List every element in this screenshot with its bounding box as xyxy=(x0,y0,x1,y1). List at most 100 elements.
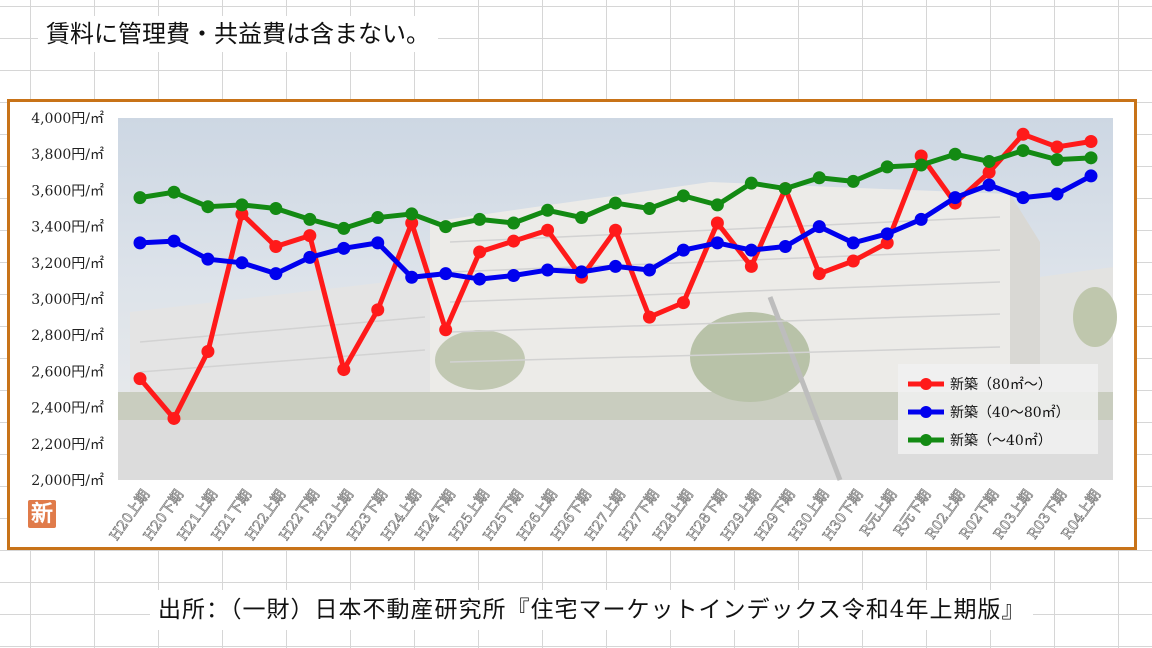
data-point xyxy=(507,268,521,282)
data-point xyxy=(337,363,351,377)
data-point xyxy=(439,267,453,281)
y-tick-label: 2,600円/㎡ xyxy=(31,364,104,380)
series-3 xyxy=(133,144,1098,235)
data-point xyxy=(948,191,962,205)
legend-marker xyxy=(920,434,932,446)
data-point xyxy=(948,147,962,161)
legend-label: 新築（～40㎡） xyxy=(950,433,1052,449)
source-citation: 出所：（一財）日本不動産研究所『住宅マーケットインデックス令和4年上期版』 xyxy=(150,590,1034,630)
data-point xyxy=(676,243,690,257)
data-point xyxy=(371,303,385,317)
data-point xyxy=(269,267,283,281)
data-point xyxy=(914,158,928,172)
data-point xyxy=(337,221,351,235)
data-point xyxy=(167,411,181,425)
data-point xyxy=(710,216,724,230)
data-point xyxy=(1084,169,1098,183)
data-point xyxy=(778,182,792,196)
y-tick-label: 3,600円/㎡ xyxy=(31,183,104,199)
data-point xyxy=(914,149,928,163)
legend-label: 新築（40～80㎡） xyxy=(950,405,1070,421)
data-point xyxy=(846,254,860,268)
data-point xyxy=(676,296,690,310)
y-tick-label: 2,200円/㎡ xyxy=(31,437,104,453)
data-point xyxy=(1050,153,1064,167)
legend-marker xyxy=(920,406,932,418)
data-point xyxy=(541,203,555,217)
data-point xyxy=(744,243,758,257)
data-point xyxy=(541,223,555,237)
data-point xyxy=(405,270,419,284)
data-point xyxy=(880,160,894,174)
data-point xyxy=(880,236,894,250)
x-axis: H20上期H20下期H21上期H21下期H22上期H22下期H23上期H23下期… xyxy=(107,487,1105,544)
data-point xyxy=(337,241,351,255)
data-point xyxy=(235,198,249,212)
data-point xyxy=(133,236,147,250)
data-point xyxy=(235,207,249,221)
data-point xyxy=(812,220,826,234)
data-point xyxy=(371,236,385,250)
data-point xyxy=(609,223,622,237)
data-point xyxy=(201,252,215,266)
data-point xyxy=(609,196,622,210)
legend: 新築（80㎡～） 新築（40～80㎡） 新築（～40㎡） xyxy=(898,364,1098,454)
data-point xyxy=(1050,187,1064,201)
data-point xyxy=(575,265,589,279)
data-point xyxy=(167,185,181,199)
rent-line-chart: 2,000円/㎡ 2,200円/㎡ 2,400円/㎡ 2,600円/㎡ 2,800円/㎡… xyxy=(31,111,1117,544)
data-point xyxy=(201,344,215,358)
data-point xyxy=(812,171,826,185)
data-point xyxy=(1016,191,1030,205)
data-point xyxy=(235,256,249,270)
data-point xyxy=(507,234,521,248)
data-point xyxy=(439,323,453,337)
y-axis: 2,000円/㎡ 2,200円/㎡ 2,400円/㎡ 2,600円/㎡ 2,800円/㎡… xyxy=(31,111,104,489)
y-tick-label: 3,400円/㎡ xyxy=(31,220,104,236)
data-point xyxy=(982,165,996,179)
data-point xyxy=(303,212,317,226)
legend-label: 新築（80㎡～） xyxy=(950,377,1052,393)
series-2 xyxy=(133,169,1098,286)
y-tick-label: 2,400円/㎡ xyxy=(31,401,104,417)
data-point xyxy=(880,227,894,241)
legend-marker xyxy=(920,378,932,390)
data-point xyxy=(473,212,487,226)
data-point xyxy=(609,259,622,273)
data-point xyxy=(507,216,521,230)
data-point xyxy=(642,310,656,324)
data-point xyxy=(269,240,283,254)
data-point xyxy=(846,236,860,250)
chart-frame: 2,000円/㎡ 2,200円/㎡ 2,400円/㎡ 2,600円/㎡ 2,800円/㎡… xyxy=(7,99,1137,550)
y-tick-label: 3,800円/㎡ xyxy=(31,147,104,163)
data-point xyxy=(1016,144,1030,158)
stamp-mark: 新 xyxy=(28,500,56,528)
data-point xyxy=(710,236,724,250)
data-point xyxy=(642,202,656,215)
series-1 xyxy=(133,127,1098,425)
data-point xyxy=(269,202,283,215)
data-point xyxy=(541,263,555,277)
data-point xyxy=(1016,127,1030,141)
data-point xyxy=(676,189,690,203)
data-point xyxy=(303,229,317,243)
data-point xyxy=(642,263,656,277)
data-point xyxy=(914,212,928,226)
data-point xyxy=(1084,151,1098,165)
data-point xyxy=(473,272,487,286)
data-point xyxy=(405,216,419,230)
y-tick-label: 2,800円/㎡ xyxy=(31,328,104,344)
data-point xyxy=(575,211,589,225)
y-tick-label: 4,000円/㎡ xyxy=(31,111,104,127)
data-point xyxy=(744,176,758,190)
data-point xyxy=(473,245,487,259)
data-point xyxy=(439,220,453,234)
data-point xyxy=(710,198,724,212)
data-point xyxy=(812,267,826,281)
data-point xyxy=(405,207,419,221)
data-point xyxy=(1084,135,1098,149)
data-point xyxy=(133,372,147,386)
y-tick-label: 3,000円/㎡ xyxy=(31,292,104,308)
data-point xyxy=(982,178,996,192)
data-point xyxy=(167,234,181,248)
